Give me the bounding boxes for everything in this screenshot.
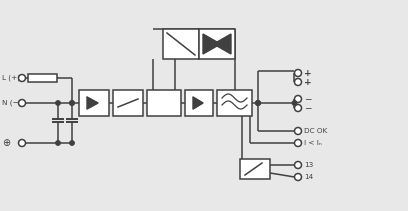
Bar <box>185 90 213 116</box>
Text: L (+): L (+) <box>2 75 20 81</box>
Circle shape <box>295 96 302 103</box>
Text: ⊕: ⊕ <box>2 138 10 148</box>
Circle shape <box>295 78 302 85</box>
Text: I < Iₙ: I < Iₙ <box>304 140 322 146</box>
Polygon shape <box>193 97 203 109</box>
Bar <box>147 90 181 116</box>
Bar <box>240 159 270 179</box>
Bar <box>113 90 143 116</box>
Circle shape <box>18 100 26 107</box>
Circle shape <box>70 101 74 105</box>
Circle shape <box>295 139 302 146</box>
Text: 14: 14 <box>304 174 313 180</box>
Circle shape <box>18 74 26 81</box>
Circle shape <box>295 104 302 111</box>
Polygon shape <box>203 34 217 54</box>
Bar <box>79 90 109 116</box>
Bar <box>163 29 199 59</box>
Text: +: + <box>304 77 312 87</box>
Text: −: − <box>304 104 311 112</box>
Circle shape <box>256 101 260 105</box>
Text: 13: 13 <box>304 162 313 168</box>
Text: DC OK: DC OK <box>304 128 327 134</box>
Circle shape <box>70 141 74 145</box>
Circle shape <box>295 173 302 180</box>
Text: +: + <box>304 69 312 77</box>
Bar <box>199 29 235 59</box>
Polygon shape <box>87 97 98 109</box>
Circle shape <box>256 101 260 105</box>
Circle shape <box>70 101 74 105</box>
Circle shape <box>256 101 260 105</box>
Polygon shape <box>217 34 231 54</box>
Text: N (−): N (−) <box>2 100 22 106</box>
Circle shape <box>18 139 26 146</box>
Circle shape <box>295 127 302 134</box>
Circle shape <box>56 141 60 145</box>
Bar <box>217 90 252 116</box>
Circle shape <box>292 101 297 105</box>
Circle shape <box>295 69 302 77</box>
Bar <box>28 74 57 82</box>
Circle shape <box>295 161 302 169</box>
Text: −: − <box>304 95 311 104</box>
Circle shape <box>56 101 60 105</box>
